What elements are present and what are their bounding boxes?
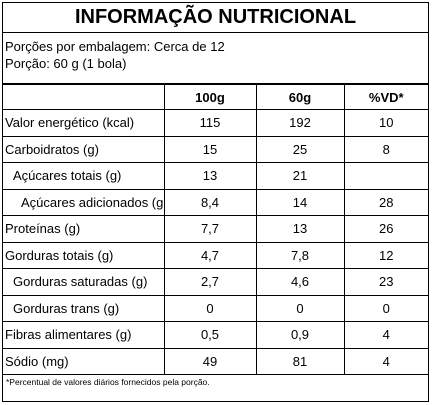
table-row: Açúcares totais (g) 13 21 bbox=[3, 162, 428, 190]
value-100g: 7,7 bbox=[164, 215, 257, 243]
value-60g: 14 bbox=[256, 189, 345, 216]
value-vd: 28 bbox=[344, 189, 428, 216]
table-row: Valor energético (kcal) 115 192 10 bbox=[3, 109, 428, 137]
value-60g: 0,9 bbox=[256, 321, 345, 349]
table-row: Gorduras saturadas (g) 2,7 4,6 23 bbox=[3, 268, 428, 296]
value-vd: 26 bbox=[344, 215, 428, 243]
value-100g: 15 bbox=[164, 136, 257, 163]
value-vd: 12 bbox=[344, 242, 428, 269]
nutrient-name: Fibras alimentares (g) bbox=[3, 321, 165, 349]
value-vd bbox=[344, 162, 428, 190]
nutrition-table: 100g 60g %VD* Valor energético (kcal) 115… bbox=[3, 85, 428, 375]
table-row: Gorduras trans (g) 0 0 0 bbox=[3, 295, 428, 322]
header-nutrient bbox=[3, 85, 165, 110]
value-100g: 8,4 bbox=[164, 189, 257, 216]
value-60g: 21 bbox=[256, 162, 345, 190]
table-row: Sódio (mg) 49 81 4 bbox=[3, 348, 428, 375]
value-vd: 0 bbox=[344, 295, 428, 322]
value-vd: 4 bbox=[344, 321, 428, 349]
value-60g: 4,6 bbox=[256, 268, 345, 296]
value-100g: 13 bbox=[164, 162, 257, 190]
value-100g: 2,7 bbox=[164, 268, 257, 296]
nutrient-name: Carboidratos (g) bbox=[3, 136, 165, 163]
table-row: Gorduras totais (g) 4,7 7,8 12 bbox=[3, 242, 428, 269]
header-vd: %VD* bbox=[344, 85, 428, 110]
portions-per-package: Porções por embalagem: Cerca de 12 bbox=[5, 39, 225, 54]
footnote: *Percentual de valores diários fornecido… bbox=[6, 377, 210, 387]
table-row: Açúcares adicionados (g 8,4 14 28 bbox=[3, 189, 428, 216]
value-60g: 13 bbox=[256, 215, 345, 243]
header-100g: 100g bbox=[164, 85, 257, 110]
portion-info: Porções por embalagem: Cerca de 12 Porçã… bbox=[3, 33, 428, 85]
value-60g: 192 bbox=[256, 109, 345, 137]
nutrient-name: Proteínas (g) bbox=[3, 215, 165, 243]
header-60g: 60g bbox=[256, 85, 345, 110]
nutrient-name: Valor energético (kcal) bbox=[3, 109, 165, 137]
value-vd: 10 bbox=[344, 109, 428, 137]
table-row: Carboidratos (g) 15 25 8 bbox=[3, 136, 428, 163]
nutrient-name: Açúcares totais (g) bbox=[3, 162, 165, 190]
value-100g: 49 bbox=[164, 348, 257, 375]
value-100g: 4,7 bbox=[164, 242, 257, 269]
value-60g: 81 bbox=[256, 348, 345, 375]
nutrient-name: Açúcares adicionados (g bbox=[3, 189, 165, 216]
portion-size: Porção: 60 g (1 bola) bbox=[5, 56, 127, 71]
nutrient-name: Sódio (mg) bbox=[3, 348, 165, 375]
value-100g: 115 bbox=[164, 109, 257, 137]
nutrition-facts-label: INFORMAÇÃO NUTRICIONAL Porções por embal… bbox=[2, 2, 429, 402]
table-row: Fibras alimentares (g) 0,5 0,9 4 bbox=[3, 321, 428, 349]
nutrient-name: Gorduras totais (g) bbox=[3, 242, 165, 269]
value-60g: 0 bbox=[256, 295, 345, 322]
nutrient-name: Gorduras trans (g) bbox=[3, 295, 165, 322]
table-row: Proteínas (g) 7,7 13 26 bbox=[3, 215, 428, 243]
table-header-row: 100g 60g %VD* bbox=[3, 85, 428, 110]
value-60g: 7,8 bbox=[256, 242, 345, 269]
value-vd: 23 bbox=[344, 268, 428, 296]
value-60g: 25 bbox=[256, 136, 345, 163]
value-vd: 4 bbox=[344, 348, 428, 375]
label-title: INFORMAÇÃO NUTRICIONAL bbox=[3, 3, 428, 33]
value-vd: 8 bbox=[344, 136, 428, 163]
value-100g: 0,5 bbox=[164, 321, 257, 349]
value-100g: 0 bbox=[164, 295, 257, 322]
nutrient-name: Gorduras saturadas (g) bbox=[3, 268, 165, 296]
